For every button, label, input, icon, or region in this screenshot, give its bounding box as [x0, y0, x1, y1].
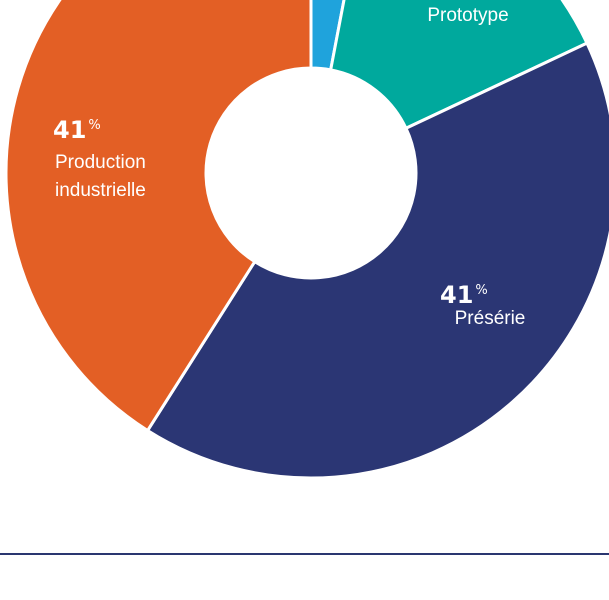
slice-percent-orange: 41% [53, 116, 101, 144]
donut-slice-orange [4, 0, 313, 433]
slice-percent-navy: 41% [440, 281, 488, 309]
slice-label-orange-line-1: Production [55, 152, 146, 173]
slice-label-orange-line-2: industrielle [55, 180, 146, 201]
bottom-divider [0, 553, 609, 555]
donut-hole [207, 69, 415, 277]
donut-slice-navy [146, 41, 609, 480]
slice-label-teal-line-1: Prototype [427, 5, 508, 26]
slice-label-navy-line-1: Présérie [455, 308, 526, 329]
donut-slice-teal [329, 0, 589, 130]
